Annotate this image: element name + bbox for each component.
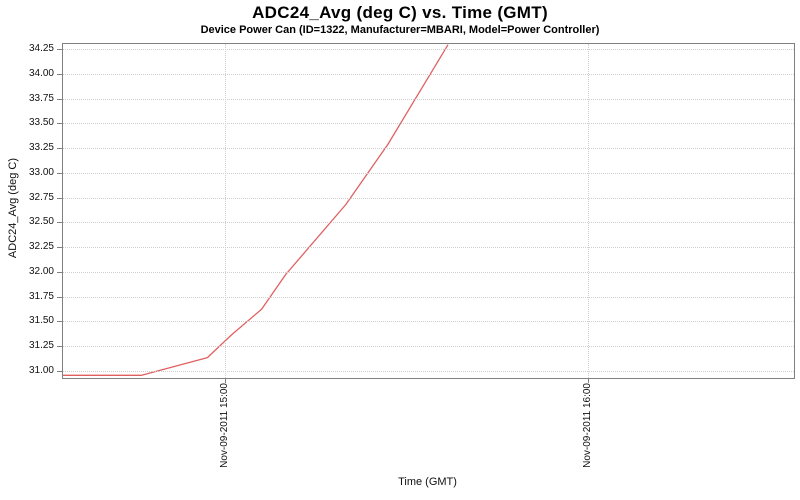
x-gridline [225,44,226,378]
y-tick-label: 31.75 [28,291,54,302]
y-tick-label: 32.50 [28,216,54,227]
y-gridline [63,371,794,372]
x-tick-mark [588,379,589,383]
x-gridline [588,44,589,378]
y-gridline [63,321,794,322]
y-tick-mark [57,173,62,174]
y-tick-label: 33.50 [28,117,54,128]
y-tick-mark [57,297,62,298]
y-tick-label: 32.75 [28,192,54,203]
y-gridline [63,272,794,273]
y-tick-mark [57,74,62,75]
y-tick-label: 33.25 [28,142,54,153]
y-gridline [63,297,794,298]
y-gridline [63,148,794,149]
y-tick-label: 33.75 [28,93,54,104]
y-tick-label: 32.25 [28,241,54,252]
y-tick-label: 32.00 [28,266,54,277]
y-tick-label: 34.25 [28,43,54,54]
y-tick-mark [57,247,62,248]
y-tick-mark [57,272,62,273]
x-axis-label: Time (GMT) [398,476,457,488]
series-plot-canvas [63,44,449,376]
series-line-adc24 [63,44,449,376]
y-tick-mark [57,123,62,124]
x-tick-label: Nov-09-2011 15:00 [219,383,230,468]
y-tick-label: 31.25 [28,340,54,351]
y-gridline [63,222,794,223]
y-tick-mark [57,49,62,50]
y-gridline [63,49,794,50]
y-tick-mark [57,148,62,149]
y-gridline [63,346,794,347]
x-tick-label: Nov-09-2011 16:00 [582,383,593,468]
y-tick-mark [57,371,62,372]
y-tick-mark [57,222,62,223]
y-gridline [63,198,794,199]
y-gridline [63,173,794,174]
y-tick-label: 33.00 [28,167,54,178]
y-tick-label: 31.00 [28,365,54,376]
y-gridline [63,99,794,100]
y-tick-mark [57,198,62,199]
chart-title: ADC24_Avg (deg C) vs. Time (GMT) [252,3,548,22]
chart-subtitle: Device Power Can (ID=1322, Manufacturer=… [200,24,600,36]
y-tick-mark [57,321,62,322]
plot-area [62,43,795,379]
y-gridline [63,74,794,75]
y-gridline [63,123,794,124]
y-tick-mark [57,346,62,347]
y-tick-mark [57,99,62,100]
y-gridline [63,247,794,248]
y-tick-label: 34.00 [28,68,54,79]
y-tick-label: 31.50 [28,315,54,326]
x-tick-mark [225,379,226,383]
